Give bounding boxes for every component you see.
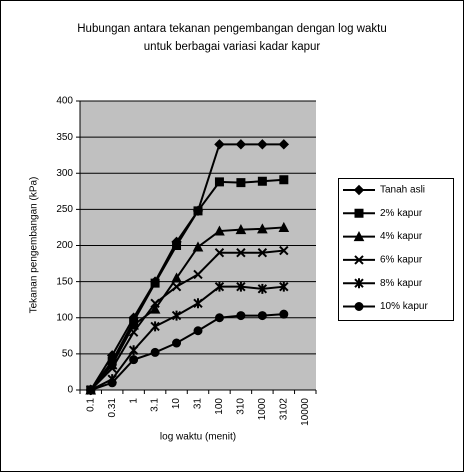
marker [171,272,182,283]
x-tick-label: 310 [236,398,247,415]
x-tick-label: 3102 [278,398,289,421]
marker [150,321,160,332]
series-line [89,178,284,391]
legend-label: 10% kapur [380,301,428,312]
legend-label: Tanah asli [380,185,425,196]
marker [214,281,225,292]
x-tick-label: 10000 [300,398,311,426]
legend-label: 4% kapur [380,231,423,242]
marker [214,139,225,150]
legend-label: 6% kapur [380,255,423,266]
marker [171,281,182,292]
marker [278,139,290,150]
series-line [90,285,284,391]
marker [278,221,290,232]
legend-label: 8% kapur [380,278,423,289]
y-tick-label: 0 [67,385,73,396]
marker [150,347,160,357]
marker [172,241,182,250]
chart-title: Hubungan antara tekanan pengembangan den… [77,23,386,35]
chart-title: untuk berbagai variasi kadar kapur [144,41,321,53]
marker [86,385,96,395]
marker [214,225,225,236]
series-line [90,313,284,391]
marker [235,139,247,150]
legend-marker [354,302,364,311]
y-tick-label: 150 [56,276,73,287]
marker [150,298,160,309]
y-tick-label: 250 [56,204,73,215]
y-tick-label: 300 [56,168,73,179]
x-axis-label: log waktu (menit) [160,432,236,443]
marker [193,206,203,216]
marker [193,298,203,309]
marker [236,281,246,292]
marker [128,327,139,337]
marker [171,310,182,321]
marker [236,178,246,188]
marker [149,303,161,314]
legend-marker [353,231,365,242]
y-axis-label: Tekanan pengembangan (kPa) [29,177,40,314]
marker [236,311,246,321]
marker [279,175,289,185]
series-line [90,249,284,391]
x-tick-label: 0.31 [107,398,118,418]
marker [150,278,160,288]
y-tick-label: 200 [56,240,73,251]
legend-marker [354,278,364,289]
marker [214,248,225,258]
marker [107,378,117,388]
marker [129,355,139,365]
y-tick-label: 350 [56,132,73,143]
marker [257,248,268,258]
legend-marker [354,208,364,218]
x-tick-label: 100 [214,398,225,415]
x-tick-label: 10 [171,398,182,410]
marker [193,269,203,280]
marker [257,139,268,150]
x-tick-label: 3.1 [150,398,161,412]
marker [192,241,204,252]
y-tick-label: 100 [56,312,73,323]
marker [193,326,203,336]
legend-label: 2% kapur [380,208,423,219]
marker [128,319,139,330]
marker [257,311,267,321]
marker [214,177,224,187]
x-tick-label: 1 [128,398,139,404]
marker [257,176,267,186]
marker [214,313,224,323]
y-tick-label: 50 [62,349,74,360]
series-line [89,226,284,391]
x-tick-label: 0.1 [85,398,96,412]
marker [128,345,139,356]
marker [236,248,246,258]
marker [279,245,289,256]
marker [107,363,117,374]
x-tick-label: 31 [193,398,204,410]
marker [279,309,289,319]
marker [257,223,268,234]
legend-marker [354,255,364,265]
marker [172,338,182,348]
legend-marker [353,184,365,196]
x-tick-label: 1000 [257,398,268,421]
y-tick-label: 400 [56,96,73,107]
marker [235,224,247,235]
marker [257,283,268,294]
legend [338,178,454,321]
marker [279,281,289,292]
